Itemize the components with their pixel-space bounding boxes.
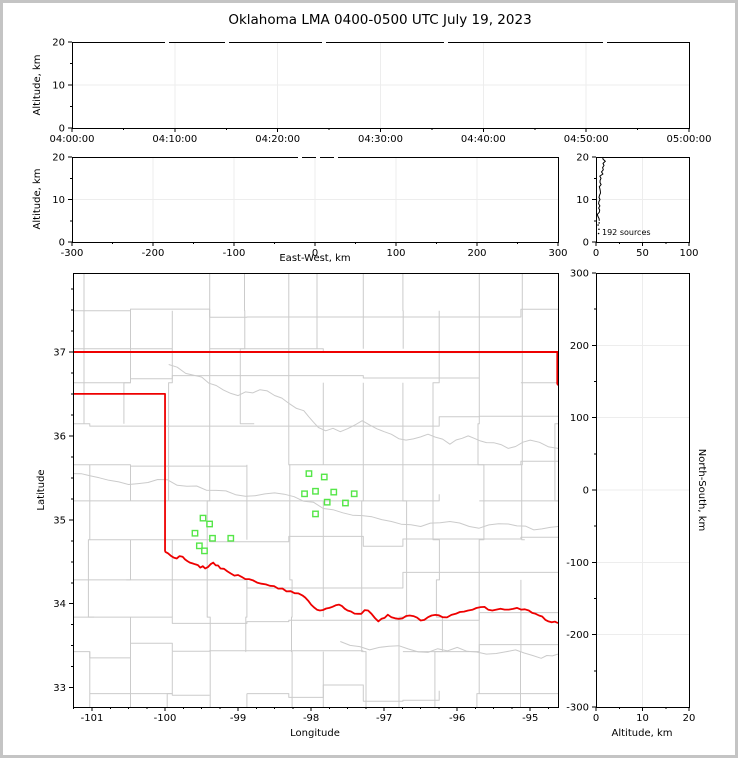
svg-text:04:00:00: 04:00:00	[50, 134, 95, 145]
source-count-annotation: 192 sources	[602, 228, 651, 237]
svg-text:10: 10	[576, 195, 589, 206]
svg-text:-100: -100	[566, 558, 589, 569]
svg-text:04:30:00: 04:30:00	[358, 134, 403, 145]
svg-text:-101: -101	[81, 713, 104, 724]
axis-label-east-west: East-West, km	[279, 253, 351, 264]
svg-text:20: 20	[576, 153, 589, 164]
svg-text:-95: -95	[522, 713, 538, 724]
svg-text:-99: -99	[230, 713, 246, 724]
axis-label-north-south: North-South, km	[696, 448, 707, 532]
svg-text:100: 100	[386, 248, 405, 259]
svg-text:05:00:00: 05:00:00	[667, 134, 712, 145]
svg-text:-97: -97	[376, 713, 392, 724]
svg-text:0: 0	[59, 124, 65, 135]
axis-label-altitude-ns: Altitude, km	[611, 728, 673, 739]
svg-text:50: 50	[636, 248, 649, 259]
figure-title: Oklahoma LMA 0400-0500 UTC July 19, 2023	[228, 12, 532, 28]
svg-text:-300: -300	[61, 248, 84, 259]
svg-text:34: 34	[53, 599, 66, 610]
svg-text:0: 0	[593, 248, 599, 259]
svg-text:10: 10	[52, 81, 65, 92]
svg-text:200: 200	[467, 248, 486, 259]
svg-text:0: 0	[312, 248, 318, 259]
svg-text:-200: -200	[142, 248, 165, 259]
svg-text:300: 300	[548, 248, 567, 259]
svg-text:33: 33	[53, 683, 66, 694]
axis-label-altitude-ew: Altitude, km	[32, 168, 43, 230]
svg-text:10: 10	[52, 195, 65, 206]
svg-text:0: 0	[59, 238, 65, 249]
svg-text:20: 20	[52, 38, 65, 49]
svg-text:100: 100	[679, 248, 698, 259]
svg-text:04:40:00: 04:40:00	[461, 134, 506, 145]
svg-text:200: 200	[570, 341, 589, 352]
svg-text:37: 37	[53, 347, 66, 358]
svg-text:300: 300	[570, 269, 589, 280]
axis-label-altitude-top: Altitude, km	[32, 54, 43, 116]
svg-text:10: 10	[636, 713, 649, 724]
svg-text:0: 0	[583, 238, 589, 249]
svg-text:100: 100	[570, 413, 589, 424]
svg-text:-200: -200	[566, 630, 589, 641]
svg-text:-98: -98	[303, 713, 319, 724]
svg-text:04:50:00: 04:50:00	[564, 134, 609, 145]
svg-text:04:10:00: 04:10:00	[152, 134, 197, 145]
svg-text:36: 36	[53, 431, 66, 442]
axis-label-latitude: Latitude	[36, 469, 47, 511]
axis-label-longitude: Longitude	[290, 728, 340, 739]
svg-text:35: 35	[53, 515, 66, 526]
svg-text:-100: -100	[223, 248, 246, 259]
svg-text:04:20:00: 04:20:00	[255, 134, 300, 145]
svg-text:-100: -100	[154, 713, 177, 724]
svg-text:0: 0	[593, 713, 599, 724]
svg-text:20: 20	[52, 153, 65, 164]
svg-text:-300: -300	[566, 703, 589, 714]
svg-text:20: 20	[683, 713, 696, 724]
svg-text:-96: -96	[449, 713, 465, 724]
svg-text:0: 0	[583, 486, 589, 497]
